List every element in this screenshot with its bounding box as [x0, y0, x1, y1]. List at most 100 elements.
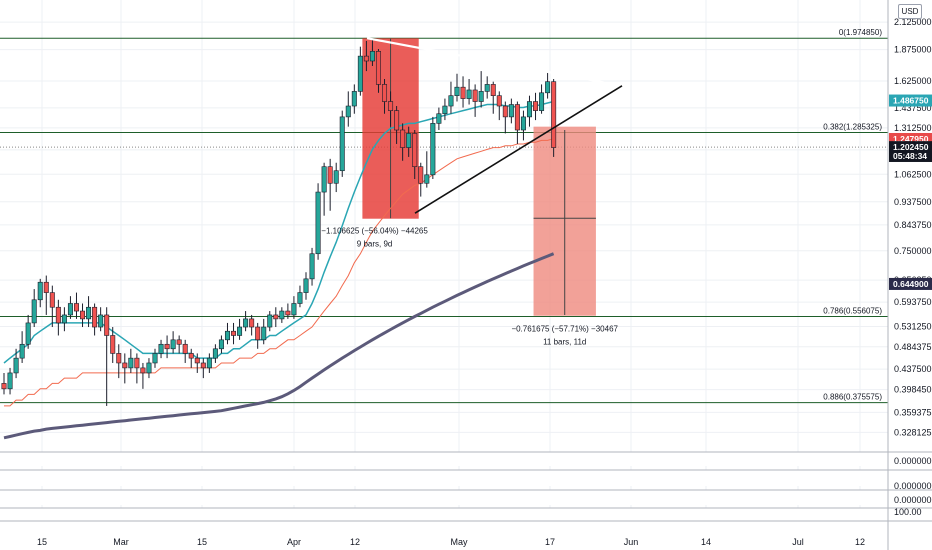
price-tick-label: 1.062500 [894, 169, 932, 179]
candle-body [25, 322, 31, 345]
candle-body [454, 86, 460, 96]
candle-body [176, 339, 182, 345]
trendline-lower [414, 85, 623, 214]
price-tick-label: 0.437500 [894, 364, 932, 374]
candle-body [472, 89, 478, 102]
candle-body [249, 318, 255, 328]
time-tick-label: May [450, 537, 468, 547]
candle-body [80, 310, 86, 320]
candle-body [460, 86, 466, 99]
candle-body [291, 303, 297, 316]
candle-body [297, 292, 303, 304]
candle-body [412, 133, 418, 167]
candle-body [539, 92, 545, 111]
trendlines [366, 37, 623, 214]
indicator-pane [0, 490, 888, 505]
price-axis[interactable]: 0.000000 0.000000 0.000000 100.00 2.125000 1.… [887, 0, 932, 550]
candle-body [1, 383, 7, 390]
candle-body [448, 95, 454, 107]
candle-body [508, 104, 514, 118]
candle-body [212, 348, 218, 359]
candle-body [224, 330, 230, 341]
candle-body [321, 166, 327, 193]
candle-body [327, 166, 333, 184]
candle-body [31, 299, 37, 324]
price-tick-label: 0.750000 [894, 246, 932, 256]
candle-body [128, 357, 134, 369]
price-tick-label: 0.398450 [894, 385, 932, 395]
measure-bars-label: 9 bars, 9d [357, 240, 393, 249]
candles [1, 38, 557, 406]
time-axis[interactable]: 15 Mar 15 Apr 12 May 17 Jun 14 Jul 12 [0, 531, 932, 547]
candle-body [345, 105, 351, 118]
candle-body [7, 372, 13, 390]
candle-body [418, 166, 424, 184]
candle-body [218, 339, 224, 350]
time-tick-label: Jul [792, 537, 804, 547]
candle-body [116, 353, 122, 364]
candle-body [520, 116, 526, 131]
candle-body [237, 326, 243, 336]
candle-body [158, 343, 164, 354]
candle-body [73, 303, 79, 312]
candle-body [533, 101, 539, 111]
candle-body [339, 116, 345, 172]
candle-body [279, 310, 285, 320]
time-tick-label: 15 [197, 537, 207, 547]
fib-label: 0(1.974850) [839, 28, 882, 37]
measure-zones [362, 38, 596, 316]
indicator-tick-label: 0.000000 [894, 456, 932, 466]
measure-label: −0.761675 (−57.71%) −30467 [511, 325, 618, 334]
candle-body [484, 84, 490, 92]
candle-body [394, 110, 400, 131]
candle-body [86, 306, 92, 320]
price-tag [889, 277, 932, 290]
candle-body [170, 339, 176, 350]
price-tag-label: 1.486750 [893, 96, 929, 106]
measure-bars-label: 11 bars, 11d [543, 338, 586, 347]
candle-body [502, 105, 508, 118]
time-tick-label: 14 [701, 537, 711, 547]
indicator-pane [0, 508, 888, 521]
candle-body [67, 303, 73, 316]
moving-averages [3, 100, 555, 440]
candle-body [273, 314, 279, 320]
candle-body [49, 292, 55, 308]
currency-badge[interactable]: USD [898, 4, 922, 19]
candle-body [430, 123, 436, 176]
candle-body [146, 362, 152, 374]
candle-body [285, 310, 291, 316]
candle-body [514, 104, 520, 131]
price-tick-label: 0.843750 [894, 220, 932, 230]
candle-body [98, 314, 104, 328]
candle-body [200, 362, 206, 369]
price-tick-label: 1.875000 [894, 45, 932, 55]
price-tag [889, 94, 932, 107]
indicator-tick-label: 0.000000 [894, 481, 932, 491]
candle-body [424, 174, 430, 184]
price-tag-label: 0.644900 [893, 279, 929, 289]
price-tick-label: 0.359375 [894, 407, 932, 417]
price-tick-label: 0.328125 [894, 427, 932, 437]
candle-body [55, 306, 61, 324]
candle-body [194, 357, 200, 364]
candle-body [442, 105, 448, 115]
indicator-tick-label: 100.00 [894, 507, 922, 517]
trendline-upper [366, 37, 623, 87]
price-tick-label: 0.484375 [894, 342, 932, 352]
candle-body [104, 314, 110, 336]
price-tick-label: 1.437500 [894, 103, 932, 113]
ma-fast-line [3, 100, 554, 364]
candle-body [333, 170, 339, 184]
fib-label: 0.886(0.375575) [823, 393, 882, 402]
candle-body [303, 278, 309, 293]
candle-body [92, 306, 98, 328]
candle-body [182, 343, 188, 354]
candle-body [261, 326, 267, 341]
indicator-pane [0, 470, 888, 486]
candle-body [551, 81, 557, 148]
candle-body [369, 51, 375, 62]
candle-body [37, 281, 43, 301]
chart-grid [0, 0, 888, 520]
